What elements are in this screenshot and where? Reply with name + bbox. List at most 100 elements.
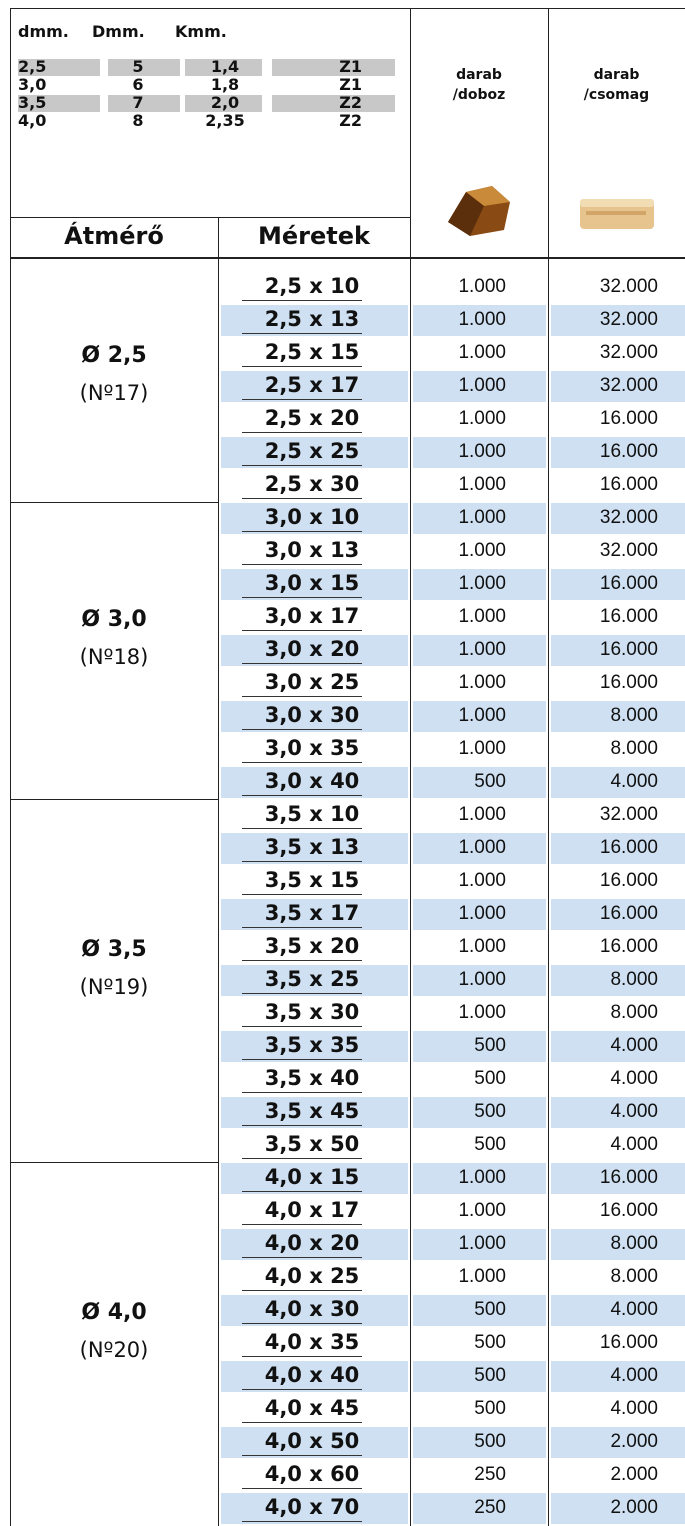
box-qty: 1.000 xyxy=(458,837,506,858)
size: 3,0 x 20 xyxy=(264,637,360,661)
spec-cell: 5 xyxy=(132,57,144,76)
row-stripe xyxy=(413,1427,546,1458)
pack-qty: 32.000 xyxy=(599,540,658,561)
pack-qty: 8.000 xyxy=(610,705,658,726)
pack-qty: 8.000 xyxy=(610,1002,658,1023)
box-qty: 1.000 xyxy=(458,441,506,462)
box-qty: 1.000 xyxy=(458,540,506,561)
size: 2,5 x 13 xyxy=(264,307,360,331)
row-stripe xyxy=(551,965,685,996)
pack-qty: 16.000 xyxy=(599,936,658,957)
pack-qty: 4.000 xyxy=(610,1398,658,1419)
spec-cell: Z2 xyxy=(339,93,362,112)
pack-qty: 32.000 xyxy=(599,375,658,396)
row-rule xyxy=(242,960,362,961)
size-header: Méretek xyxy=(258,222,370,250)
row-stripe xyxy=(551,305,685,336)
box-qty: 500 xyxy=(474,1035,506,1056)
row-rule xyxy=(242,498,362,499)
row-stripe xyxy=(221,1031,408,1062)
pack-qty: 4.000 xyxy=(610,1299,658,1320)
row-stripe xyxy=(551,767,685,798)
row-rule xyxy=(242,927,362,928)
pack-qty: 2.000 xyxy=(610,1464,658,1485)
size: 4,0 x 35 xyxy=(264,1330,360,1354)
pack-qty: 4.000 xyxy=(610,1134,658,1155)
spec-header: Kmm. xyxy=(175,22,227,41)
row-rule xyxy=(242,1389,362,1390)
spec-cell: 1,4 xyxy=(210,57,240,76)
pack-qty: 16.000 xyxy=(599,573,658,594)
row-rule xyxy=(242,465,362,466)
size: 2,5 x 10 xyxy=(264,274,360,298)
size: 4,0 x 70 xyxy=(264,1495,360,1519)
row-rule xyxy=(242,366,362,367)
spec-shade xyxy=(185,95,262,112)
box-qty: 250 xyxy=(474,1464,506,1485)
box-qty: 1.000 xyxy=(458,639,506,660)
row-stripe xyxy=(551,1295,685,1326)
row-stripe xyxy=(551,569,685,600)
box-qty: 1.000 xyxy=(458,1200,506,1221)
pack-qty: 4.000 xyxy=(610,1035,658,1056)
box-qty: 1.000 xyxy=(458,672,506,693)
row-rule xyxy=(242,762,362,763)
row-stripe xyxy=(221,1295,408,1326)
pack-image xyxy=(580,199,654,229)
size: 2,5 x 20 xyxy=(264,406,360,430)
row-rule xyxy=(242,1323,362,1324)
size: 3,5 x 40 xyxy=(264,1066,360,1090)
diameter: Ø 3,0 xyxy=(81,606,147,632)
row-stripe xyxy=(413,503,546,534)
row-rule xyxy=(242,1488,362,1489)
row-stripe xyxy=(551,1097,685,1128)
diameter-code: (Nº18) xyxy=(79,644,149,669)
row-rule xyxy=(242,795,362,796)
diameter-code: (Nº17) xyxy=(79,380,149,405)
row-stripe xyxy=(221,899,408,930)
size: 3,5 x 20 xyxy=(264,934,360,958)
pack-label: darab xyxy=(593,67,640,83)
row-rule xyxy=(242,597,362,598)
rule xyxy=(548,8,549,1526)
box-qty: 1.000 xyxy=(458,507,506,528)
pack-qty: 8.000 xyxy=(610,1266,658,1287)
pack-qty: 16.000 xyxy=(599,903,658,924)
size: 3,0 x 13 xyxy=(264,538,360,562)
rule xyxy=(10,8,685,9)
row-stripe xyxy=(221,1361,408,1392)
size: 3,0 x 15 xyxy=(264,571,360,595)
row-stripe xyxy=(413,1361,546,1392)
group-rule xyxy=(10,1162,218,1163)
pack-qty: 16.000 xyxy=(599,672,658,693)
box-qty: 250 xyxy=(474,1497,506,1518)
row-stripe xyxy=(413,1097,546,1128)
size: 3,0 x 10 xyxy=(264,505,360,529)
row-rule xyxy=(242,1059,362,1060)
row-stripe xyxy=(413,1031,546,1062)
size: 4,0 x 60 xyxy=(264,1462,360,1486)
row-stripe xyxy=(413,1229,546,1260)
row-stripe xyxy=(551,701,685,732)
row-stripe xyxy=(413,371,546,402)
row-stripe xyxy=(413,1493,546,1524)
group-rule xyxy=(10,799,218,800)
row-rule xyxy=(242,1422,362,1423)
size: 4,0 x 17 xyxy=(264,1198,360,1222)
pack-qty: 8.000 xyxy=(610,738,658,759)
pack-qty: 2.000 xyxy=(610,1431,658,1452)
size: 2,5 x 30 xyxy=(264,472,360,496)
row-rule xyxy=(242,894,362,895)
row-stripe xyxy=(413,1295,546,1326)
spec-cell: 8 xyxy=(132,111,144,130)
row-stripe xyxy=(551,635,685,666)
pack-qty: 32.000 xyxy=(599,276,658,297)
size: 3,0 x 17 xyxy=(264,604,360,628)
size: 4,0 x 15 xyxy=(264,1165,360,1189)
row-rule xyxy=(242,399,362,400)
box-qty: 1.000 xyxy=(458,573,506,594)
box-qty: 1.000 xyxy=(458,606,506,627)
spec-cell: 2,0 xyxy=(210,93,240,112)
box-qty: 1.000 xyxy=(458,738,506,759)
